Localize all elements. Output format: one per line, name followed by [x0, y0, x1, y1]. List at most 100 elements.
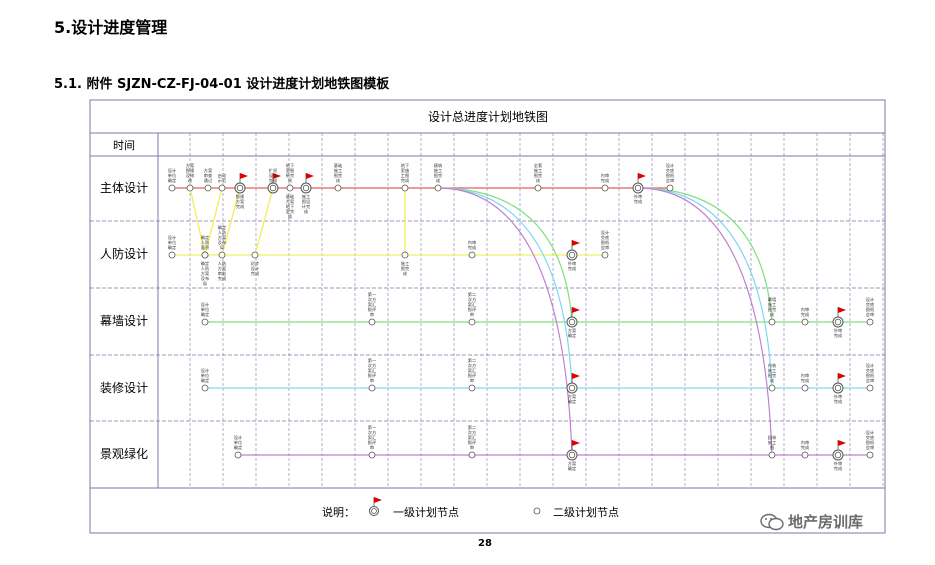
node-label-line: 成	[288, 177, 292, 184]
node-label-line: 室图	[286, 167, 294, 174]
schedule-lines	[172, 187, 870, 456]
node-label-line: 地下	[401, 162, 409, 169]
node-label-line: 改	[188, 177, 193, 184]
node-label-line: 初步	[251, 260, 259, 267]
node-label-line: 人防	[201, 239, 209, 246]
node-label: 确定人防方案及布局	[218, 224, 227, 251]
node-label-line: 施工	[334, 167, 342, 174]
node-label-line: 成	[336, 177, 340, 184]
node-label-line: 次方	[368, 429, 376, 436]
flag-icon	[240, 173, 248, 179]
node-label-line: 设计	[201, 367, 209, 374]
node-label-line: 图完	[768, 306, 776, 313]
node-label-line: 次方	[368, 296, 376, 303]
flag-icon	[572, 307, 580, 313]
node-label-line: 单位	[201, 372, 209, 379]
node-label-line: 图纸	[866, 372, 875, 379]
node-label-line: 报评	[368, 372, 377, 379]
level2-node	[601, 251, 609, 259]
node-label-line: 完成	[834, 398, 842, 405]
level2-node	[801, 384, 809, 392]
node-label-line: 会审	[601, 244, 609, 251]
node-label-line: 室施	[401, 167, 410, 174]
node-label-line: 第二	[468, 424, 476, 431]
time-label: 时间	[113, 139, 135, 152]
legend-level2-icon	[533, 507, 541, 515]
node-label-line: 会审	[866, 311, 874, 318]
node-label: 确定人防面积	[201, 234, 209, 251]
level1-node	[234, 173, 248, 194]
diagram-title: 设计总进度计划地铁图	[428, 109, 548, 124]
node-label-line: 审	[370, 444, 374, 451]
node-label-line: 建筑	[434, 162, 443, 169]
level2-node	[866, 451, 874, 459]
node-label-line: 确定	[168, 177, 176, 184]
level2-node	[168, 251, 176, 259]
flag-icon	[306, 173, 314, 179]
node-label-line: 确定	[568, 398, 576, 405]
node-label-line: 图纸	[866, 306, 875, 313]
node-label-line: 内装	[768, 362, 777, 369]
node-label-line: 完成	[801, 311, 809, 318]
node-label-line: 案汇	[468, 367, 476, 374]
node-label-line: 启动	[218, 172, 226, 179]
node-label-line: 施工	[768, 367, 776, 374]
node-label: 外审完成	[834, 393, 842, 405]
node-label: 报规方案完成	[236, 193, 245, 210]
node-label-line: 成	[770, 311, 774, 318]
level2-node	[368, 451, 376, 459]
node-label-line: 第一	[368, 357, 376, 364]
level2-node	[218, 184, 226, 192]
level2-node	[768, 318, 776, 326]
page-number: 28	[478, 538, 492, 549]
level2-node	[666, 184, 674, 192]
node-label-line: 设计	[234, 434, 242, 441]
node-label-line: 审批	[218, 270, 227, 277]
level2-node	[334, 184, 342, 192]
level2-node	[768, 384, 776, 392]
node-label: 扩初设计完成	[269, 167, 277, 184]
level2-node	[201, 318, 209, 326]
node-label-line: 全套	[534, 162, 543, 169]
subsection-title: 5.1. 附件 SJZN-CZ-FJ-04-01 设计进度计划地铁图模板	[54, 77, 390, 92]
node-label-line: 交底	[866, 434, 874, 441]
node-label: 外审完成	[568, 260, 576, 272]
node-label-line: 审	[370, 377, 374, 384]
node-label-line: 园林	[768, 434, 777, 441]
node-label-line: 报评	[468, 306, 477, 313]
node-label-line: 确定	[201, 260, 209, 267]
node-label-line: 施工	[401, 260, 409, 267]
node-label-line: 局	[220, 245, 224, 251]
node-label: 内审完成	[801, 372, 809, 384]
node-label-line: 方案	[218, 234, 227, 241]
flag-icon	[572, 240, 580, 246]
node-label-line: 工图	[401, 173, 409, 179]
level1-node	[566, 307, 580, 328]
node-label-line: 外审	[568, 260, 576, 267]
node-label-line: 报评	[368, 306, 377, 313]
node-label-line: 成	[770, 377, 774, 384]
level2-node	[468, 251, 476, 259]
node-label: 外审完成	[834, 327, 842, 339]
row-dividers	[90, 220, 885, 422]
node-label-line: 次方	[468, 362, 476, 369]
node-label-line: 审	[470, 444, 474, 451]
level2-node	[801, 318, 809, 326]
node-label: 设计交底图纸会审	[601, 229, 610, 251]
node-label-line: 审	[470, 377, 474, 384]
node-label-line: 成	[403, 270, 407, 277]
level1-node-inner	[568, 251, 576, 259]
node-label-line: 完成	[601, 177, 609, 184]
connector-line	[254, 187, 274, 256]
node-label: 设计单位确定	[234, 434, 242, 451]
level1-node-inner	[269, 184, 277, 192]
node-label-line: 次方	[468, 296, 476, 303]
level2-node	[468, 451, 476, 459]
level2-node	[866, 318, 874, 326]
node-label-line: 图	[770, 445, 774, 451]
level1-node-inner	[634, 184, 642, 192]
watermark-text: 地产房训库	[788, 513, 864, 531]
level2-node	[434, 184, 442, 192]
node-label-line: 交底	[666, 167, 674, 174]
node-label-line: 第二	[468, 291, 476, 298]
